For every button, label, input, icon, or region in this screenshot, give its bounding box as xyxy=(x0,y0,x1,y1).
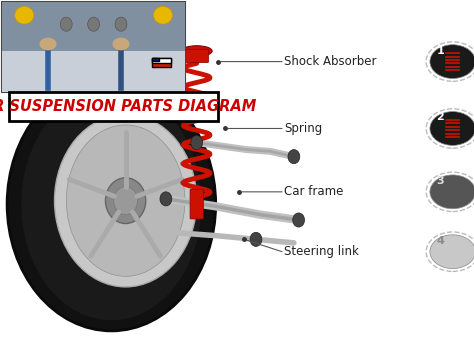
Ellipse shape xyxy=(7,77,216,331)
FancyBboxPatch shape xyxy=(2,2,185,92)
FancyBboxPatch shape xyxy=(152,58,171,67)
Text: 4: 4 xyxy=(436,236,444,246)
Ellipse shape xyxy=(115,17,127,31)
FancyBboxPatch shape xyxy=(152,58,159,61)
Circle shape xyxy=(430,45,474,78)
Ellipse shape xyxy=(21,88,201,320)
Text: Spring: Spring xyxy=(284,122,323,135)
FancyBboxPatch shape xyxy=(185,49,209,63)
FancyBboxPatch shape xyxy=(9,92,218,121)
Circle shape xyxy=(430,175,474,209)
FancyBboxPatch shape xyxy=(2,2,185,51)
Ellipse shape xyxy=(160,192,172,206)
FancyBboxPatch shape xyxy=(190,189,203,219)
FancyBboxPatch shape xyxy=(2,51,185,92)
Circle shape xyxy=(112,38,129,50)
Ellipse shape xyxy=(60,17,72,31)
Text: 1: 1 xyxy=(436,46,444,56)
Ellipse shape xyxy=(191,136,202,150)
Text: Steering link: Steering link xyxy=(284,245,359,258)
Text: 3: 3 xyxy=(437,176,444,186)
Circle shape xyxy=(39,38,56,50)
Ellipse shape xyxy=(114,187,137,215)
Text: Shock Absorber: Shock Absorber xyxy=(284,55,377,68)
Ellipse shape xyxy=(15,6,34,24)
Ellipse shape xyxy=(181,46,212,56)
Ellipse shape xyxy=(288,150,300,164)
Ellipse shape xyxy=(88,17,100,31)
FancyBboxPatch shape xyxy=(152,58,171,63)
Text: 2: 2 xyxy=(436,113,444,122)
Ellipse shape xyxy=(250,232,262,246)
Text: CAR SUSPENSION PARTS DIAGRAM: CAR SUSPENSION PARTS DIAGRAM xyxy=(0,99,256,114)
Ellipse shape xyxy=(154,6,173,24)
Text: Car frame: Car frame xyxy=(284,186,344,198)
Ellipse shape xyxy=(105,178,146,224)
Ellipse shape xyxy=(55,114,197,287)
Circle shape xyxy=(430,112,474,145)
Circle shape xyxy=(430,235,474,269)
Ellipse shape xyxy=(292,213,304,227)
Ellipse shape xyxy=(66,125,185,276)
